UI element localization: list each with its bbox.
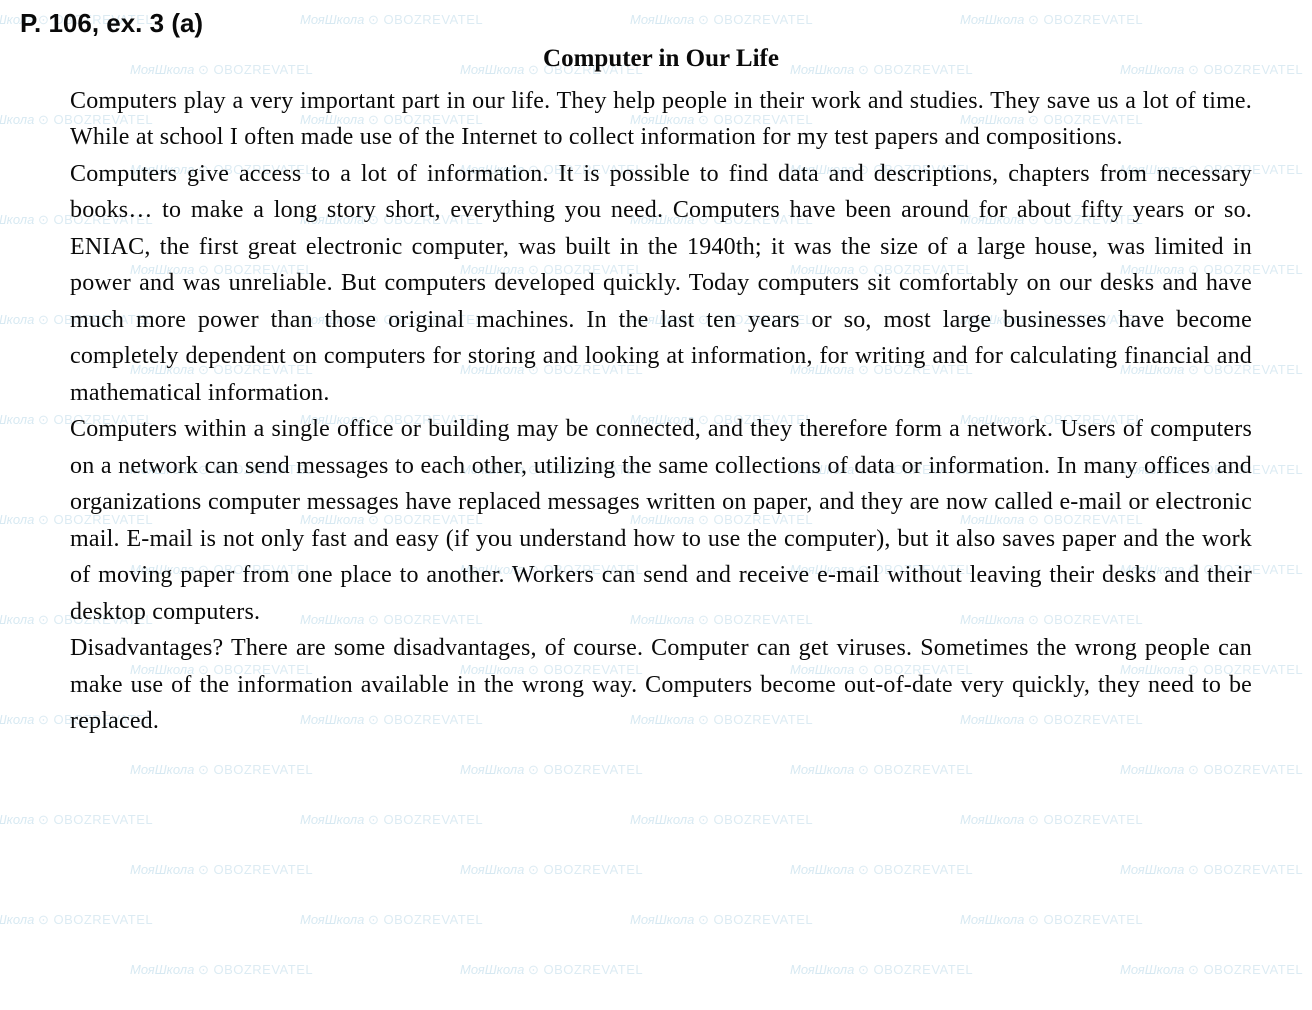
watermark-text: МояШкола ⊙ OBOZREVATEL (460, 862, 643, 878)
watermark-text: МояШкола ⊙ OBOZREVATEL (790, 862, 973, 878)
watermark-text: МояШкола ⊙ OBOZREVATEL (1120, 862, 1303, 878)
paragraph-3: Computers within a single office or buil… (70, 411, 1252, 630)
watermark-text: МояШкола ⊙ OBOZREVATEL (0, 812, 153, 828)
document-content: P. 106, ex. 3 (a) Computer in Our Life C… (0, 0, 1312, 759)
watermark-text: МояШкола ⊙ OBOZREVATEL (960, 812, 1143, 828)
watermark-text: МояШкола ⊙ OBOZREVATEL (630, 912, 813, 928)
watermark-text: МояШкола ⊙ OBOZREVATEL (1120, 962, 1303, 978)
watermark-text: МояШкола ⊙ OBOZREVATEL (1120, 762, 1303, 778)
watermark-text: МояШкола ⊙ OBOZREVATEL (300, 812, 483, 828)
watermark-text: МояШкола ⊙ OBOZREVATEL (790, 762, 973, 778)
watermark-text: МояШкола ⊙ OBOZREVATEL (130, 862, 313, 878)
watermark-text: МояШкола ⊙ OBOZREVATEL (960, 912, 1143, 928)
watermark-text: МояШкола ⊙ OBOZREVATEL (630, 812, 813, 828)
watermark-text: МояШкола ⊙ OBOZREVATEL (0, 912, 153, 928)
watermark-text: МояШкола ⊙ OBOZREVATEL (790, 962, 973, 978)
watermark-text: МояШкола ⊙ OBOZREVATEL (130, 762, 313, 778)
page-reference: P. 106, ex. 3 (a) (20, 8, 1252, 39)
paragraph-2: Computers give access to a lot of inform… (70, 156, 1252, 411)
watermark-text: МояШкола ⊙ OBOZREVATEL (460, 762, 643, 778)
watermark-text: МояШкола ⊙ OBOZREVATEL (460, 962, 643, 978)
paragraph-1: Computers play a very important part in … (70, 83, 1252, 156)
document-title: Computer in Our Life (70, 45, 1252, 73)
watermark-text: МояШкола ⊙ OBOZREVATEL (300, 912, 483, 928)
paragraph-4: Disadvantages? There are some disadvanta… (70, 630, 1252, 739)
watermark-text: МояШкола ⊙ OBOZREVATEL (130, 962, 313, 978)
